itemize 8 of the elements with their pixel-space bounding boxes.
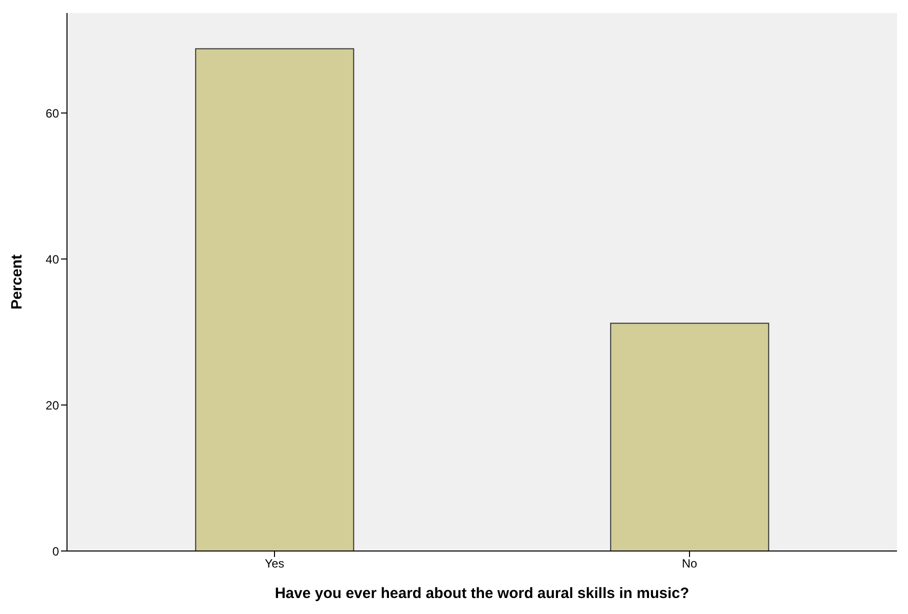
x-tick-label: Yes bbox=[264, 556, 284, 571]
x-tick-label: No bbox=[682, 556, 698, 571]
y-axis-title: Percent bbox=[8, 254, 26, 310]
x-axis-title: Have you ever heard about the word aural skills in music? bbox=[274, 585, 690, 602]
y-tick-label: 40 bbox=[46, 252, 60, 266]
y-tick-label: 60 bbox=[46, 106, 60, 120]
y-tick-label: 0 bbox=[52, 544, 60, 558]
y-tick-label: 20 bbox=[46, 398, 60, 412]
